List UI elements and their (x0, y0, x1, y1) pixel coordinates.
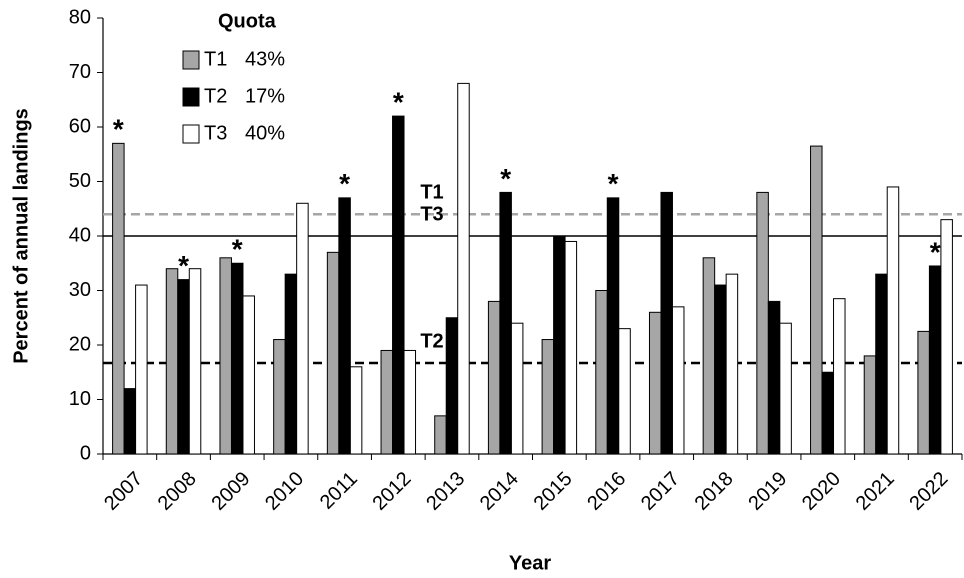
bar (510, 322, 524, 455)
significance-marker: * (178, 250, 189, 281)
bar (595, 290, 608, 455)
significance-marker: * (393, 86, 404, 117)
bar (810, 145, 823, 455)
bar (833, 298, 846, 455)
x-tick-label: 2014 (476, 468, 523, 515)
bar (648, 311, 662, 455)
x-tick-label: 2010 (261, 468, 308, 515)
x-tick-label: 2009 (207, 468, 254, 515)
bar (756, 191, 769, 455)
reference-label: T3 (420, 203, 443, 225)
x-tick-label: 2017 (637, 468, 684, 515)
bar (403, 349, 417, 455)
x-tick-label: 2022 (905, 468, 952, 515)
y-tick-label: 30 (69, 279, 91, 301)
bar (457, 82, 470, 455)
y-axis-title: Percent of annual landings (10, 108, 32, 364)
x-tick-label: 2021 (852, 468, 899, 515)
bar (380, 349, 394, 455)
x-tick-label: 2019 (744, 468, 791, 515)
bar (917, 330, 930, 455)
bar (445, 317, 459, 455)
significance-marker: * (232, 234, 243, 265)
bar (296, 202, 309, 455)
significance-marker: * (500, 163, 511, 194)
bar (886, 186, 900, 455)
bar (714, 284, 727, 455)
y-tick-label: 50 (69, 170, 91, 192)
bar (863, 355, 877, 455)
bar (112, 142, 125, 455)
bar (242, 295, 255, 455)
bar (177, 279, 190, 455)
y-tick-label: 80 (69, 6, 91, 28)
legend-quota: 43% (245, 48, 285, 70)
bar (564, 240, 578, 455)
bar (671, 306, 685, 455)
x-tick-label: 2016 (583, 468, 630, 515)
x-tick-label: 2012 (369, 468, 416, 515)
y-tick-label: 70 (69, 61, 91, 83)
bar (821, 371, 835, 455)
bar (434, 415, 447, 455)
bar (928, 265, 942, 455)
bar (499, 191, 512, 455)
legend-quota: 40% (245, 122, 285, 144)
bar (779, 322, 792, 455)
legend-quota: 17% (245, 85, 285, 107)
y-tick-label: 20 (69, 333, 91, 355)
legend-title: Quota (218, 10, 277, 32)
bar (725, 273, 739, 455)
bar (541, 339, 555, 455)
bar (349, 366, 363, 455)
bar (553, 235, 566, 455)
x-tick-label: 2013 (422, 468, 469, 515)
legend-swatch (182, 50, 200, 70)
x-tick-label: 2011 (316, 468, 362, 514)
bar (875, 273, 888, 455)
bar (188, 268, 202, 455)
bar (123, 388, 137, 455)
significance-marker: * (113, 114, 124, 145)
significance-marker: * (608, 168, 619, 199)
bar (618, 328, 631, 455)
legend-label: T2 (204, 85, 227, 107)
legend-label: T3 (204, 122, 227, 144)
x-tick-label: 2020 (798, 468, 845, 515)
bar (326, 251, 340, 455)
y-tick-label: 40 (69, 224, 91, 246)
legend-swatch (182, 124, 200, 144)
bar (487, 300, 501, 455)
x-axis-title: Year (509, 552, 551, 574)
significance-marker: * (930, 236, 941, 267)
bar (165, 268, 179, 455)
legend-swatch (182, 87, 200, 107)
x-tick-label: 2015 (530, 468, 577, 515)
bar (273, 339, 286, 455)
x-tick-label: 2008 (154, 468, 201, 515)
reference-label: T2 (420, 330, 443, 352)
bar (135, 284, 148, 455)
x-tick-label: 2018 (691, 468, 738, 515)
bar (230, 262, 244, 455)
bar (660, 191, 673, 455)
legend-label: T1 (204, 48, 227, 70)
bar (606, 197, 620, 455)
bar (284, 273, 298, 455)
y-tick-label: 60 (69, 115, 91, 137)
y-tick-label: 0 (80, 442, 91, 464)
bar (940, 219, 953, 455)
y-tick-label: 10 (69, 388, 91, 410)
bar (338, 197, 351, 455)
reference-label: T1 (420, 181, 443, 203)
bar (392, 115, 405, 455)
x-tick-label: 2007 (100, 468, 147, 515)
significance-marker: * (339, 168, 350, 199)
bar (767, 300, 781, 455)
bar (219, 257, 232, 455)
bar (702, 257, 716, 455)
